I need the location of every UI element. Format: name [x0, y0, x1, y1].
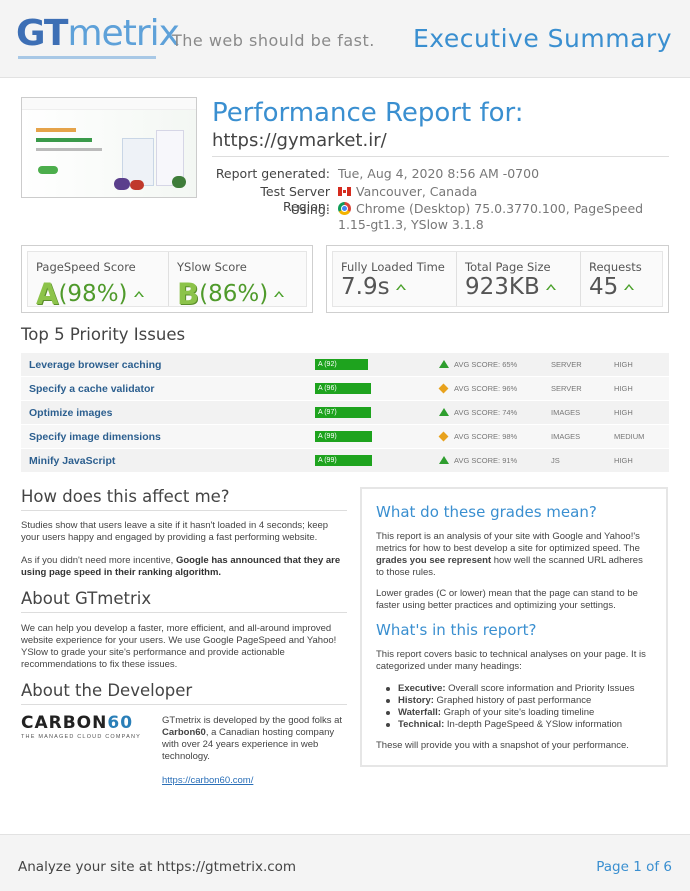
- issue-avg-score: AVG SCORE: 91%: [454, 456, 518, 465]
- issue-grade-bar: A (99): [315, 455, 372, 466]
- up-arrow-icon: [133, 291, 144, 297]
- issue-type: SERVER: [551, 360, 582, 369]
- yslow-grade: B: [177, 277, 200, 311]
- issue-type: JS: [551, 456, 560, 465]
- issue-type: SERVER: [551, 384, 582, 393]
- fully-loaded-time: Fully Loaded Time 7.9s: [333, 252, 457, 306]
- requests-count: Requests 45: [589, 260, 642, 300]
- page-details-panel: Fully Loaded Time 7.9s Total Page Size 9…: [326, 245, 669, 313]
- gtmetrix-logo: GTmetrix: [16, 13, 180, 54]
- issue-priority: HIGH: [614, 408, 633, 417]
- tagline: The web should be fast.: [172, 31, 375, 50]
- whats-in-paragraph-2: These will provide you with a snapshot o…: [376, 740, 629, 751]
- using-value: Chrome (Desktop) 75.0.3770.100, PageSpee…: [338, 201, 644, 232]
- whats-in-heading: What's in this report?: [376, 621, 537, 639]
- chrome-icon: [338, 202, 351, 215]
- issue-grade-bar: A (96): [315, 383, 371, 394]
- report-sections-list: Executive: Overall score information and…: [376, 683, 661, 731]
- up-arrow-icon: [395, 284, 406, 290]
- issue-row: Optimize images A (97) AVG SCORE: 74% IMAGE…: [21, 401, 669, 425]
- issue-priority: HIGH: [614, 360, 633, 369]
- issue-name: Optimize images: [29, 407, 113, 419]
- up-arrow-icon: [439, 408, 449, 416]
- info-panel: What do these grades mean? This report i…: [360, 487, 668, 767]
- issue-row: Leverage browser caching A (92) AVG SCORE:…: [21, 353, 669, 377]
- issue-type: IMAGES: [551, 408, 581, 417]
- site-screenshot-thumbnail: [21, 97, 197, 198]
- issue-name: Specify image dimensions: [29, 431, 161, 443]
- issue-avg-score: AVG SCORE: 98%: [454, 432, 518, 441]
- list-item: History: Graphed history of past perform…: [376, 695, 661, 707]
- region-value: Vancouver, Canada: [338, 184, 477, 199]
- logo-underline: [18, 56, 156, 59]
- issue-grade-bar: A (99): [315, 431, 372, 442]
- issue-row: Specify a cache validator A (96) AVG SCORE…: [21, 377, 669, 401]
- up-arrow-icon: [545, 284, 556, 290]
- issue-avg-score: AVG SCORE: 96%: [454, 384, 518, 393]
- pagespeed-grade: A: [36, 277, 59, 311]
- generated-value: Tue, Aug 4, 2020 8:56 AM -0700: [338, 166, 540, 181]
- up-arrow-icon: [274, 291, 285, 297]
- issue-grade-bar: A (97): [315, 407, 371, 418]
- issue-priority: HIGH: [614, 456, 633, 465]
- page-footer: Analyze your site at https://gtmetrix.co…: [0, 834, 690, 891]
- page-title: Executive Summary: [413, 24, 672, 53]
- yslow-score: YSlow Score B(86%): [169, 252, 308, 311]
- issue-priority: HIGH: [614, 384, 633, 393]
- region-label: Test Server Region:: [260, 184, 330, 214]
- total-page-size: Total Page Size 923KB: [457, 252, 581, 306]
- divider: [21, 510, 347, 511]
- page-number: Page 1 of 6: [596, 859, 672, 875]
- grades-paragraph-1: This report is an analysis of your site …: [376, 531, 643, 578]
- developer-paragraph: GTmetrix is developed by the good folks …: [162, 715, 343, 762]
- carbon60-logo: CARBON60 THE MANAGED CLOUD COMPANY: [21, 713, 142, 740]
- priority-heading: Top 5 Priority Issues: [21, 325, 186, 344]
- warning-diamond-icon: [438, 431, 449, 442]
- issue-row: Specify image dimensions A (99) AVG SCORE:…: [21, 425, 669, 449]
- issue-avg-score: AVG SCORE: 65%: [454, 360, 518, 369]
- using-label: Using:: [290, 202, 330, 217]
- affect-heading: How does this affect me?: [21, 487, 230, 506]
- carbon60-link[interactable]: https://carbon60.com/: [162, 775, 254, 786]
- report-heading: Performance Report for:: [212, 98, 524, 128]
- issue-type: IMAGES: [551, 432, 581, 441]
- issue-grade-bar: A (92): [315, 359, 368, 370]
- divider: [21, 612, 347, 613]
- divider: [212, 156, 669, 157]
- warning-diamond-icon: [438, 383, 449, 394]
- affect-paragraph-1: Studies show that users leave a site if …: [21, 520, 329, 543]
- up-arrow-icon: [439, 360, 449, 368]
- divider: [21, 704, 347, 705]
- issue-priority: MEDIUM: [614, 432, 645, 441]
- issue-name: Leverage browser caching: [29, 359, 162, 371]
- generated-label: Report generated:: [215, 166, 330, 181]
- issue-name: Minify JavaScript: [29, 455, 116, 467]
- issue-name: Specify a cache validator: [29, 383, 155, 395]
- list-item: Waterfall: Graph of your site's loading …: [376, 707, 661, 719]
- developer-heading: About the Developer: [21, 681, 193, 700]
- about-paragraph: We can help you develop a faster, more e…: [21, 623, 337, 670]
- priority-issues-table: Leverage browser caching A (92) AVG SCORE:…: [21, 353, 669, 473]
- whats-in-paragraph-1: This report covers basic to technical an…: [376, 649, 646, 672]
- grades-heading: What do these grades mean?: [376, 503, 597, 521]
- issue-avg-score: AVG SCORE: 74%: [454, 408, 518, 417]
- about-heading: About GTmetrix: [21, 589, 152, 608]
- report-url: https://gymarket.ir/: [212, 130, 387, 151]
- grade-scores-panel: PageSpeed Score A(98%) YSlow Score B(86%…: [21, 245, 313, 313]
- up-arrow-icon: [439, 456, 449, 464]
- footer-analyze-link: Analyze your site at https://gtmetrix.co…: [18, 859, 297, 875]
- affect-paragraph-2: As if you didn't need more incentive, Go…: [21, 555, 341, 578]
- page-header: GTmetrix The web should be fast. Executi…: [0, 0, 690, 78]
- issue-row: Minify JavaScript A (99) AVG SCORE: 91% JS H…: [21, 449, 669, 473]
- pagespeed-score: PageSpeed Score A(98%): [28, 252, 169, 311]
- list-item: Technical: In-depth PageSpeed & YSlow in…: [376, 719, 661, 731]
- list-item: Executive: Overall score information and…: [376, 683, 661, 695]
- grades-paragraph-2: Lower grades (C or lower) mean that the …: [376, 588, 638, 611]
- up-arrow-icon: [624, 284, 635, 290]
- canada-flag-icon: [338, 187, 351, 196]
